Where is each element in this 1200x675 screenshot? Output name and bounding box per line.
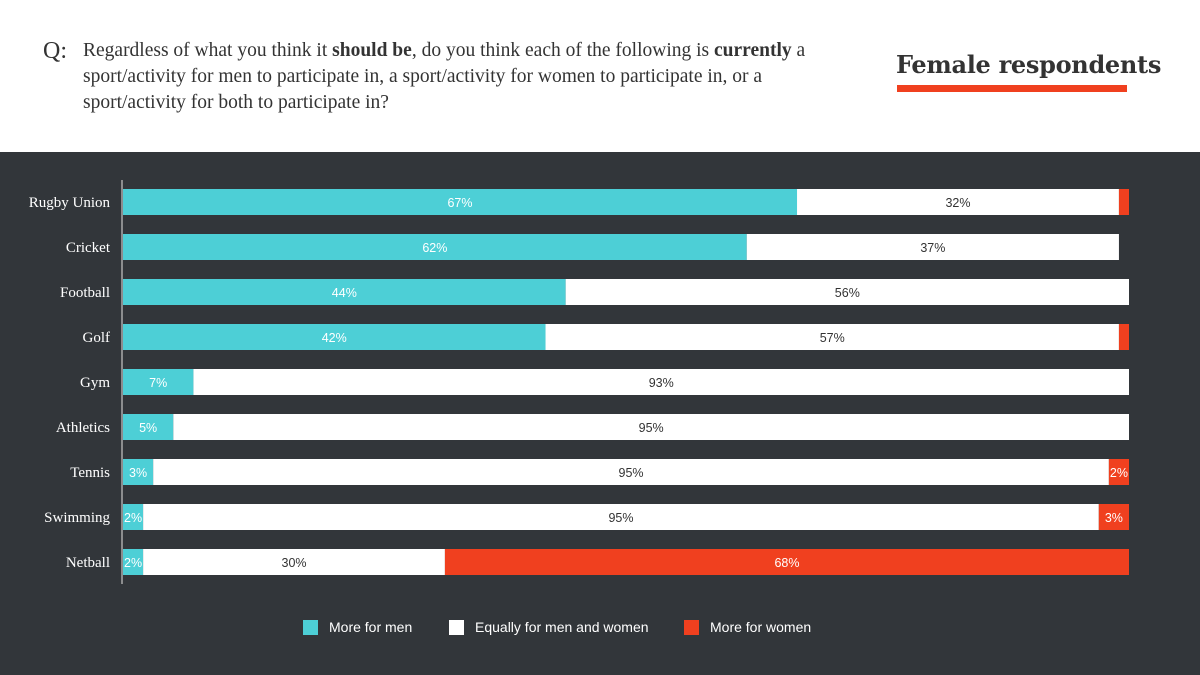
category-label: Golf: [83, 330, 111, 346]
legend-swatch-equal: [449, 619, 464, 635]
data-label-equal: 95%: [639, 421, 664, 435]
bar-equal: [173, 414, 1130, 440]
legend-label-men: More for men: [329, 619, 413, 635]
data-label-women: 68%: [774, 556, 799, 570]
legend-item-equal: Equally for men and women: [449, 619, 649, 635]
legend-label-equal: Equally for men and women: [475, 619, 649, 635]
question-emphasis: should be: [332, 40, 412, 61]
data-label-men: 44%: [332, 286, 357, 300]
data-label-men: 2%: [124, 511, 142, 525]
category-label: Rugby Union: [29, 195, 111, 211]
data-label-men: 62%: [422, 241, 447, 255]
bar-men: [123, 234, 747, 260]
legend-item-women: More for women: [684, 619, 811, 635]
data-label-equal: 95%: [619, 466, 644, 480]
question-emphasis: currently: [714, 40, 792, 61]
bar-equal: [746, 234, 1119, 260]
header: Q: Regardless of what you think it shoul…: [0, 0, 1200, 152]
bar-men: [123, 459, 154, 485]
bar-women: [444, 549, 1129, 575]
legend-swatch-men: [303, 619, 318, 635]
category-label: Athletics: [56, 420, 110, 436]
data-label-equal: 93%: [649, 376, 674, 390]
data-label-equal: 57%: [820, 331, 845, 345]
title-underline: [897, 85, 1127, 92]
question-label: Q:: [43, 38, 67, 64]
category-label: Football: [60, 285, 110, 301]
data-label-men: 2%: [124, 556, 142, 570]
legend-swatch-women: [684, 619, 699, 635]
respondent-group-title: Female respondents: [896, 50, 1162, 79]
bar-men: [123, 324, 546, 350]
bar-equal: [143, 504, 1099, 530]
data-label-equal: 56%: [835, 286, 860, 300]
bar-equal: [153, 459, 1109, 485]
category-label: Netball: [66, 555, 110, 571]
bar-equal: [797, 189, 1119, 215]
legend-label-women: More for women: [710, 619, 812, 635]
category-label: Swimming: [44, 510, 110, 526]
bar-equal: [565, 279, 1129, 305]
bar-men: [123, 369, 194, 395]
question-segment: , do you think each of the following is: [411, 40, 715, 61]
data-label-equal: 37%: [920, 241, 945, 255]
data-label-men: 7%: [149, 376, 167, 390]
bar-men: [123, 189, 798, 215]
data-label-men: 3%: [129, 466, 147, 480]
legend-item-men: More for men: [303, 619, 412, 635]
bar-men: [123, 504, 144, 530]
bar-women: [1098, 504, 1129, 530]
category-label: Gym: [80, 375, 110, 391]
question-segment: a sport/activity for men to participate …: [83, 40, 806, 113]
bar-equal: [545, 324, 1119, 350]
data-label-women: 2%: [1110, 466, 1128, 480]
data-label-men: 67%: [447, 196, 472, 210]
bar-men: [123, 549, 144, 575]
bar-equal: [143, 549, 445, 575]
data-label-equal: 32%: [945, 196, 970, 210]
bar-women: [1108, 459, 1129, 485]
category-label: Cricket: [66, 240, 111, 256]
data-label-equal: 95%: [608, 511, 633, 525]
data-label-men: 42%: [322, 331, 347, 345]
bar-men: [123, 414, 174, 440]
bar-women: [1118, 189, 1129, 215]
data-label-equal: 30%: [282, 556, 307, 570]
bar-women: [1118, 324, 1129, 350]
category-label: Tennis: [70, 465, 110, 481]
question-segment: Regardless of what you think it: [83, 40, 333, 61]
question-text: Regardless of what you think it should b…: [83, 38, 823, 116]
data-label-women: 3%: [1105, 511, 1123, 525]
bar-equal: [193, 369, 1130, 395]
bar-men: [123, 279, 566, 305]
data-label-men: 5%: [139, 421, 157, 435]
